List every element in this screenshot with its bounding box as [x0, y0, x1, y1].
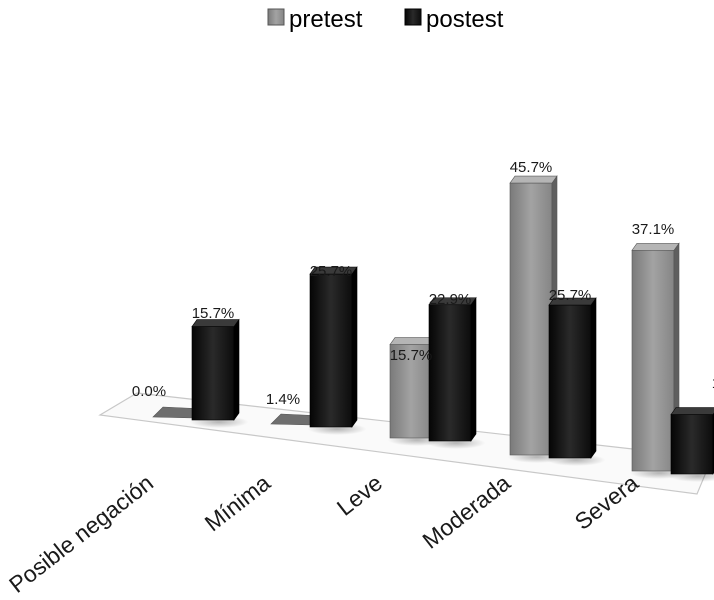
value-label-postest-4: 10.0% [712, 375, 714, 392]
value-label-pretest-2: 15.7% [390, 347, 433, 364]
value-label-postest-2: 22.9% [429, 291, 472, 308]
legend-item-pretest: pretest [267, 6, 363, 33]
value-label-postest-0: 15.7% [192, 305, 235, 322]
legend-label-pretest: pretest [289, 6, 363, 33]
bar-pretest-4 [629, 242, 689, 479]
category-label-0: Posible negación [4, 469, 158, 597]
bar-postest-1 [307, 266, 367, 435]
category-label-3: Moderada [417, 469, 515, 553]
legend-swatch-pretest [267, 8, 285, 26]
category-labels-layer: Posible negación Mínima Leve Moderada Severa [4, 469, 643, 597]
legend-label-postest: postest [426, 6, 504, 33]
value-labels-layer: 0.0% 15.7% 1.4% 25.7% 15.7% 22.9% 45.7% 25.7% 37… [132, 159, 714, 408]
category-label-2: Leve [332, 469, 387, 520]
bar-postest-4 [668, 407, 714, 482]
legend-item-postest: postest [404, 6, 504, 33]
value-label-pretest-3: 45.7% [510, 159, 553, 176]
legend: pretest postest [267, 6, 504, 33]
bar-postest-0 [189, 318, 249, 428]
value-label-pretest-4: 37.1% [632, 221, 675, 238]
category-label-1: Mínima [200, 469, 276, 536]
bars-layer [152, 175, 714, 482]
value-label-pretest-0: 0.0% [132, 383, 166, 400]
bar-postest-3 [546, 297, 606, 466]
value-label-pretest-1: 1.4% [266, 391, 300, 408]
value-label-postest-3: 25.7% [549, 287, 592, 304]
legend-swatch-postest [404, 8, 422, 26]
value-label-postest-1: 25.7% [310, 263, 353, 280]
bar-postest-2 [426, 296, 486, 449]
